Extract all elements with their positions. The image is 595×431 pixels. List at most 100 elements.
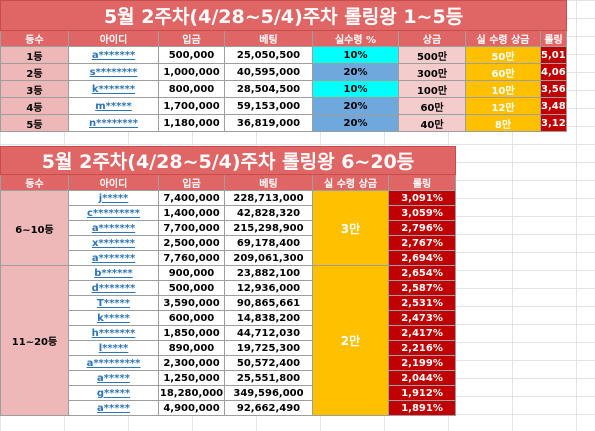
- deposit-cell: 500,000: [158, 46, 225, 64]
- header-actual-prize: 실 수령 상금: [312, 174, 389, 191]
- bet-cell: 14,838,200: [224, 310, 313, 326]
- table-row: 1등 a******* 500,000 25,050,500 10% 500만 …: [0, 46, 568, 64]
- bet-cell: 25,551,800: [224, 370, 313, 386]
- user-id-link[interactable]: a*******: [91, 252, 136, 264]
- table-row: 3등 k******* 800,000 28,504,500 10% 100만 …: [0, 80, 568, 98]
- bet-cell: 90,865,661: [224, 295, 313, 311]
- user-id-cell[interactable]: a*********: [68, 355, 159, 371]
- user-id-link[interactable]: d*******: [91, 282, 136, 294]
- user-id-link[interactable]: h*******: [91, 327, 136, 339]
- deposit-cell: 18,280,000: [158, 385, 225, 401]
- user-id-link[interactable]: n********: [89, 117, 138, 129]
- bet-cell: 50,572,400: [224, 355, 313, 371]
- user-id-link[interactable]: s********: [89, 66, 138, 78]
- header-id: 아이디: [68, 30, 159, 47]
- user-id-cell[interactable]: a*******: [68, 250, 159, 266]
- deposit-cell: 1,250,000: [158, 370, 225, 386]
- deposit-cell: 600,000: [158, 310, 225, 326]
- deposit-cell: 4,900,000: [158, 400, 225, 416]
- header-rank: 등수: [0, 30, 69, 47]
- deposit-cell: 800,000: [158, 80, 225, 98]
- bet-cell: 12,936,000: [224, 280, 313, 296]
- rate-cell: 20%: [312, 97, 399, 115]
- actual-prize-cell: 50만: [465, 46, 541, 64]
- user-id-link[interactable]: k*****: [97, 312, 130, 324]
- table-row: T***** 3,590,000 90,865,661 2,531%: [1, 295, 457, 311]
- user-id-link[interactable]: a*******: [91, 222, 136, 234]
- actual-prize-group-6-10: 3만: [312, 190, 389, 266]
- deposit-cell: 1,000,000: [158, 63, 225, 81]
- rate-cell: 20%: [312, 114, 399, 132]
- deposit-cell: 3,590,000: [158, 295, 225, 311]
- rolling-cell: 2,767%: [387, 235, 457, 251]
- user-id-link[interactable]: b******: [94, 267, 133, 279]
- user-id-cell[interactable]: a*****: [68, 400, 159, 416]
- user-id-cell[interactable]: n********: [68, 114, 159, 132]
- rank-cell: 3등: [0, 80, 69, 98]
- user-id-cell[interactable]: j*****: [68, 190, 159, 206]
- user-id-cell[interactable]: x*******: [68, 235, 159, 251]
- user-id-link[interactable]: j*****: [98, 192, 129, 204]
- table1-title: 5월 2주차(4/28~5/4)주차 롤링왕 1~5등: [0, 0, 568, 31]
- deposit-cell: 7,400,000: [158, 190, 225, 206]
- user-id-cell[interactable]: k*******: [68, 80, 159, 98]
- user-id-cell[interactable]: T*****: [68, 295, 159, 311]
- actual-prize-cell: 60만: [465, 63, 541, 81]
- rolling-cell: 5,010%: [539, 46, 568, 64]
- rank-cell: 1등: [0, 46, 69, 64]
- rolling-cell: 4,060%: [539, 63, 568, 81]
- deposit-cell: 1,850,000: [158, 325, 225, 341]
- user-id-link[interactable]: m*****: [95, 100, 132, 112]
- deposit-cell: 1,700,000: [158, 97, 225, 115]
- user-id-link[interactable]: k*******: [91, 83, 136, 95]
- rolling-cell: 1,912%: [387, 385, 457, 401]
- bet-cell: 92,662,490: [224, 400, 313, 416]
- rolling-cell: 2,654%: [387, 265, 457, 281]
- user-id-link[interactable]: a*****: [97, 372, 130, 384]
- user-id-cell[interactable]: m*****: [68, 97, 159, 115]
- header-deposit: 입금: [158, 174, 225, 191]
- user-id-cell[interactable]: d*******: [68, 280, 159, 296]
- table-row: 11~20등 b****** 900,000 23,882,100 2만 2,6…: [0, 265, 457, 416]
- bet-cell: 228,713,000: [224, 190, 313, 206]
- deposit-cell: 2,500,000: [158, 235, 225, 251]
- bet-cell: 25,050,500: [224, 46, 313, 64]
- rate-cell: 10%: [312, 80, 399, 98]
- user-id-link[interactable]: x*******: [91, 237, 136, 249]
- user-id-link[interactable]: a*****: [97, 402, 130, 414]
- deposit-cell: 890,000: [158, 340, 225, 356]
- bet-cell: 44,712,030: [224, 325, 313, 341]
- user-id-link[interactable]: a*******: [91, 49, 136, 61]
- table-row: a******* 7,700,000 215,298,900 2,796%: [1, 220, 457, 236]
- rank-cell: 2등: [0, 63, 69, 81]
- table-row: k***** 600,000 14,838,200 2,473%: [1, 310, 457, 326]
- user-id-cell[interactable]: s********: [68, 63, 159, 81]
- user-id-link[interactable]: g*****: [96, 387, 131, 399]
- deposit-cell: 7,760,000: [158, 250, 225, 266]
- table-row: a******* 7,760,000 209,061,300 2,694%: [1, 250, 457, 266]
- user-id-link[interactable]: c*********: [87, 207, 140, 219]
- rolling-cell: 2,044%: [387, 370, 457, 386]
- deposit-cell: 500,000: [158, 280, 225, 296]
- rolling-king-6-20-table: 5월 2주차(4/28~5/4)주차 롤링왕 6~20등 등수 아이디 입금 베…: [0, 146, 457, 416]
- user-id-cell[interactable]: a*******: [68, 46, 159, 64]
- user-id-link[interactable]: l*****: [98, 342, 129, 354]
- user-id-cell[interactable]: g*****: [68, 385, 159, 401]
- rolling-cell: 2,199%: [387, 355, 457, 371]
- rolling-cell: 2,216%: [387, 340, 457, 356]
- user-id-cell[interactable]: b******: [68, 265, 159, 281]
- rank-group-11-20: 11~20등: [0, 265, 69, 416]
- user-id-cell[interactable]: a*******: [68, 220, 159, 236]
- user-id-cell[interactable]: k*****: [68, 310, 159, 326]
- bet-cell: 215,298,900: [224, 220, 313, 236]
- user-id-cell[interactable]: c*********: [68, 205, 159, 221]
- user-id-link[interactable]: a*********: [86, 357, 141, 369]
- rolling-cell: 2,694%: [387, 250, 457, 266]
- user-id-cell[interactable]: a*****: [68, 370, 159, 386]
- rolling-cell: 3,120%: [539, 114, 568, 132]
- table-row: 5등 n******** 1,180,000 36,819,000 20% 40…: [0, 114, 568, 132]
- user-id-link[interactable]: T*****: [97, 297, 130, 309]
- table-row: a********* 2,300,000 50,572,400 2,199%: [1, 355, 457, 371]
- user-id-cell[interactable]: h*******: [68, 325, 159, 341]
- user-id-cell[interactable]: l*****: [68, 340, 159, 356]
